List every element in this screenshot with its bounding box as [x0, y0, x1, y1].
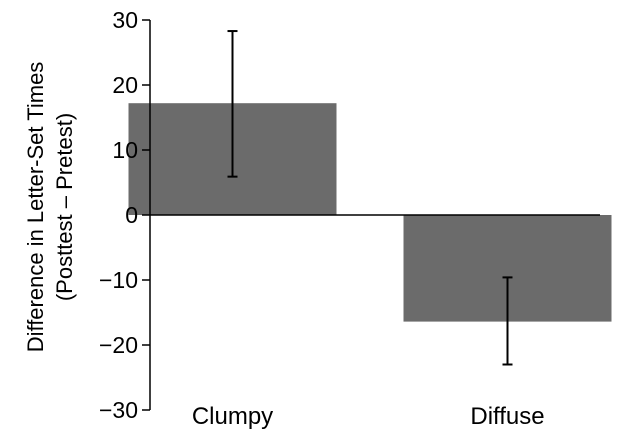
x-category-label: Clumpy — [192, 403, 273, 430]
y-ticks-group: 30 20 10 0 −10 −20 −30 — [99, 7, 150, 423]
y-tick-label: −20 — [99, 332, 138, 358]
y-tick-label: 0 — [125, 202, 138, 228]
y-axis-title-line2: (Posttest – Pretest) — [52, 113, 77, 301]
y-axis-title-group: Difference in Letter-Set Times (Posttest… — [23, 62, 77, 353]
error-bars-group — [227, 30, 513, 366]
axes-group — [149, 20, 600, 410]
y-tick-label: 10 — [112, 137, 138, 163]
y-tick-label: −30 — [99, 397, 138, 423]
y-tick-label: 30 — [112, 7, 138, 33]
x-categories-group: Clumpy Diffuse — [192, 403, 545, 430]
bars-group — [128, 103, 612, 322]
y-tick-label: 20 — [112, 72, 138, 98]
y-tick-label: −10 — [99, 267, 138, 293]
x-category-label: Diffuse — [470, 403, 544, 430]
y-axis-title: Difference in Letter-Set Times — [23, 62, 48, 353]
